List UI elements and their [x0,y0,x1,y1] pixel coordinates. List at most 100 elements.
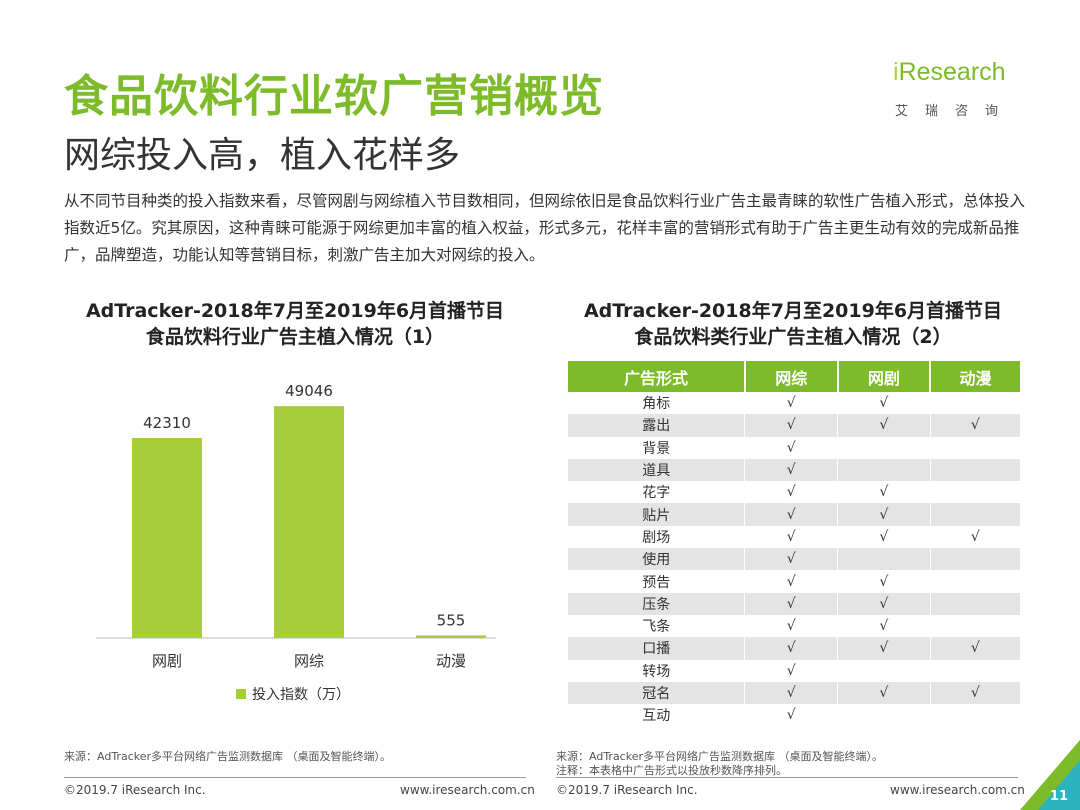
check-cell: √ [744,481,839,504]
iresearch-logo: iResearch 艾瑞咨询 [893,58,1033,128]
right-table-title: AdTracker-2018年7月至2019年6月首播节目 食品饮料类行业广告主… [583,300,1003,348]
table-header-row: 广告形式 网综 网剧 动漫 [568,361,1020,392]
check-cell: √ [837,614,931,638]
check-cell: √ [744,458,839,482]
ad-format-cell: 贴片 [568,503,746,526]
url-right: www.iresearch.com.cn [890,783,1025,797]
check-cell: √ [744,392,839,415]
legend-swatch [236,689,246,699]
check-cell [930,704,1020,727]
check-cell: √ [837,592,931,615]
ad-format-cell: 角标 [568,392,746,415]
url-left: www.iresearch.com.cn [400,783,535,797]
check-cell: √ [930,637,1020,660]
table-body: 角标 √ √ 露出 √ √ √ 背景 √ 道具 √ 花字 √ √ 贴片 √ √ 剧场 √ √ √ 使用 √ 预告 √ √ 压条 √ √ 飞… [568,392,1020,727]
check-cell [930,481,1020,504]
table-row: 转场 √ [568,659,1020,682]
table-row: 剧场 √ √ √ [568,525,1020,549]
bar-chart: 42310 网剧 49046 网综 555 动漫 [96,382,496,670]
check-cell [930,436,1020,459]
check-cell: √ [930,681,1020,705]
ad-format-cell: 露出 [568,414,746,437]
data-label: 555 [437,611,466,629]
check-cell [930,548,1020,571]
check-cell: √ [837,637,931,660]
check-cell [930,570,1020,593]
check-cell [837,548,931,571]
check-cell: √ [744,637,839,660]
ad-format-cell: 预告 [568,570,746,593]
table-row: 口播 √ √ √ [568,637,1020,660]
category-label: 动漫 [436,652,466,670]
check-cell [930,614,1020,638]
bar-1 [132,437,202,638]
ad-format-cell: 剧场 [568,525,746,549]
table-header-cell: 网综 [744,361,839,392]
table-header-cell: 广告形式 [568,361,746,392]
chart-legend: 投入指数（万） [236,684,350,704]
check-cell: √ [744,592,839,615]
copyright-left: ©2019.7 iResearch Inc. [64,783,206,797]
table-row: 背景 √ [568,436,1020,459]
category-label: 网剧 [152,652,182,670]
page-title: 食品饮料行业软广营销概览 [64,71,604,122]
check-cell [930,392,1020,415]
footer-divider-right [556,777,1018,778]
ad-format-cell: 使用 [568,548,746,571]
data-label: 42310 [143,414,191,432]
check-cell [837,704,931,727]
check-cell: √ [744,436,839,459]
table-row: 露出 √ √ √ [568,414,1020,437]
check-cell: √ [930,525,1020,549]
source-right: 来源：AdTracker多平台网络广告监测数据库 （桌面及智能终端）。 [556,750,883,763]
check-cell [837,458,931,482]
check-cell [930,458,1020,482]
ad-format-cell: 冠名 [568,681,746,705]
footer-divider-left [64,777,526,778]
check-cell [930,592,1020,615]
check-cell: √ [744,659,839,682]
check-cell [930,659,1020,682]
check-cell: √ [744,525,839,549]
ad-format-cell: 口播 [568,637,746,660]
table-header-cell: 动漫 [930,361,1020,392]
check-cell: √ [744,548,839,571]
copyright-right: ©2019.7 iResearch Inc. [556,783,698,797]
table-row: 飞条 √ √ [568,614,1020,638]
check-cell: √ [744,570,839,593]
table-row: 使用 √ [568,548,1020,571]
table-row: 贴片 √ √ [568,503,1020,526]
table-row: 道具 √ [568,458,1020,482]
table-header-cell: 网剧 [837,361,932,392]
check-cell: √ [837,503,931,526]
bar-2 [274,406,344,638]
corner-decoration [1020,740,1080,810]
table-row: 压条 √ √ [568,592,1020,615]
bar-3 [416,635,486,638]
check-cell: √ [837,525,931,549]
check-cell: √ [744,704,839,727]
table-row: 互动 √ [568,704,1020,727]
check-cell: √ [837,414,931,437]
ad-format-cell: 互动 [568,704,746,727]
check-cell: √ [837,392,931,415]
ad-format-table: 广告形式 网综 网剧 动漫 角标 √ √ 露出 √ √ √ 背景 √ 道具 √ 花字 √ √ 贴片 √ √ 剧场 √ √ √ 使… [568,361,1020,727]
ad-format-cell: 道具 [568,458,746,482]
table-row: 预告 √ √ [568,570,1020,593]
ad-format-cell: 花字 [568,481,746,504]
table-row: 冠名 √ √ √ [568,681,1020,705]
page-subtitle: 网综投入高，植入花样多 [64,135,461,176]
note-right: 注释：本表格中广告形式以投放秒数降序排列。 [556,764,787,777]
check-cell [930,503,1020,526]
logo-subtitle: 艾瑞咨询 [895,104,1016,119]
check-cell: √ [837,481,931,504]
check-cell: √ [744,614,839,638]
check-cell: √ [744,503,839,526]
ad-format-cell: 飞条 [568,614,746,638]
table-row: 花字 √ √ [568,481,1020,504]
category-label: 网综 [294,652,324,670]
logo-wordmark: iResearch [893,58,1006,86]
ad-format-cell: 转场 [568,659,746,682]
table-row: 角标 √ √ [568,392,1020,415]
check-cell [837,436,931,459]
